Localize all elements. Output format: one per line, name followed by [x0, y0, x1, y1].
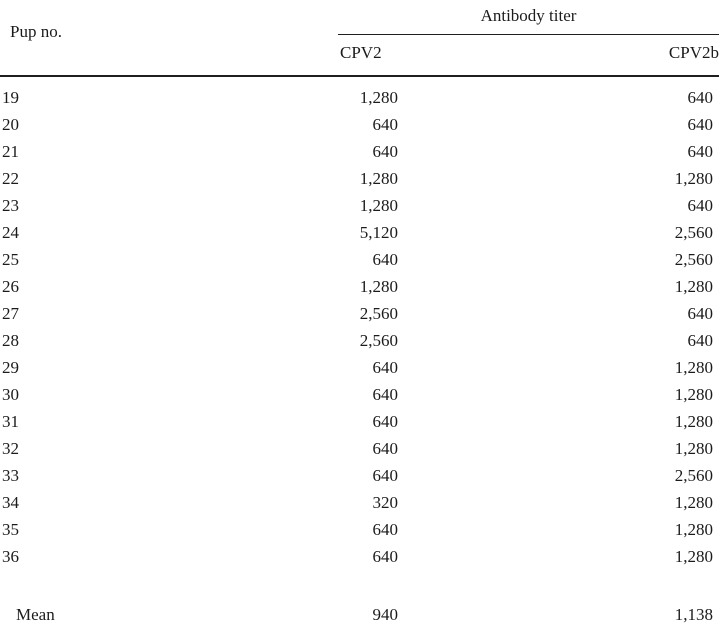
cpv2b-titer-cell: 640	[687, 303, 714, 323]
cpv2b-titer-cell: 2,560	[674, 465, 713, 485]
table-row: 19 1,280 640	[0, 84, 719, 111]
pup-no-cell: 34	[2, 492, 19, 512]
cpv2-titer-cell: 5,120	[359, 222, 398, 242]
pup-no-cell: 23	[2, 195, 19, 215]
pup-no-cell: 31	[2, 411, 19, 431]
cpv2-titer-cell: 1,280	[359, 195, 398, 215]
pup-no-cell: 21	[2, 141, 19, 161]
antibody-titer-group-header: Antibody titer	[338, 0, 719, 35]
table-row: 22 1,280 1,280	[0, 165, 719, 192]
cpv2-titer-cell: 2,560	[359, 303, 398, 323]
table-header: Pup no. Antibody titer CPV2 CPV2b	[0, 0, 719, 77]
pup-no-cell: 35	[2, 519, 19, 539]
cpv2-titer-cell: 640	[372, 411, 399, 431]
cpv2b-titer-cell: 1,280	[674, 411, 713, 431]
pup-no-cell: 29	[2, 357, 19, 377]
cpv2b-mean-cell: 1,138	[674, 604, 713, 624]
cpv2b-titer-cell: 1,280	[674, 384, 713, 404]
cpv2-titer-cell: 640	[372, 465, 399, 485]
cpv2-titer-cell: 640	[372, 141, 399, 161]
cpv2b-titer-cell: 1,280	[674, 546, 713, 566]
cpv2-column-header: CPV2	[340, 43, 382, 62]
pup-no-cell: 24	[2, 222, 19, 242]
cpv2-titer-cell: 1,280	[359, 168, 398, 188]
table-row: 24 5,120 2,560	[0, 219, 719, 246]
cpv2b-titer-cell: 1,280	[674, 276, 713, 296]
table-row: 28 2,560 640	[0, 327, 719, 354]
cpv2-titer-cell: 2,560	[359, 330, 398, 350]
table-body: 19 1,280 640 20 640 640 21 640 640 22 1,…	[0, 77, 719, 628]
pup-no-column-header: Pup no.	[10, 22, 62, 41]
pup-no-cell: 19	[2, 87, 19, 107]
pup-no-cell: 30	[2, 384, 19, 404]
cpv2b-titer-cell: 640	[687, 330, 714, 350]
cpv2-titer-cell: 320	[372, 492, 399, 512]
cpv2b-titer-cell: 2,560	[674, 249, 713, 269]
cpv2b-titer-cell: 1,280	[674, 438, 713, 458]
cpv2b-titer-cell: 1,280	[674, 357, 713, 377]
pup-no-cell: 25	[2, 249, 19, 269]
table-row: 25 640 2,560	[0, 246, 719, 273]
cpv2b-titer-cell: 1,280	[674, 492, 713, 512]
pup-no-cell: 36	[2, 546, 19, 566]
table-row: 23 1,280 640	[0, 192, 719, 219]
mean-label: Mean	[16, 604, 55, 624]
cpv2-titer-cell: 640	[372, 519, 399, 539]
sub-header-row: CPV2 CPV2b	[338, 43, 719, 63]
cpv2b-column-header: CPV2b	[668, 43, 719, 62]
cpv2-titer-cell: 640	[372, 384, 399, 404]
cpv2-titer-cell: 640	[372, 438, 399, 458]
pup-no-cell: 20	[2, 114, 19, 134]
pup-no-cell: 32	[2, 438, 19, 458]
table-row: 29 640 1,280	[0, 354, 719, 381]
cpv2b-titer-cell: 1,280	[674, 168, 713, 188]
cpv2b-titer-cell: 640	[687, 141, 714, 161]
cpv2b-titer-cell: 640	[687, 114, 714, 134]
pup-no-cell: 26	[2, 276, 19, 296]
pup-no-cell: 33	[2, 465, 19, 485]
pup-no-cell: 28	[2, 330, 19, 350]
cpv2-titer-cell: 1,280	[359, 276, 398, 296]
table-row: 34 320 1,280	[0, 489, 719, 516]
table-row: 20 640 640	[0, 111, 719, 138]
cpv2b-titer-cell: 640	[687, 195, 714, 215]
cpv2-titer-cell: 1,280	[359, 87, 398, 107]
table-row: 33 640 2,560	[0, 462, 719, 489]
cpv2-mean-cell: 940	[372, 604, 399, 624]
cpv2-titer-cell: 640	[372, 249, 399, 269]
mean-row: Mean 940 1,138	[0, 601, 719, 628]
cpv2-titer-cell: 640	[372, 114, 399, 134]
table-row: 32 640 1,280	[0, 435, 719, 462]
cpv2b-titer-cell: 640	[687, 87, 714, 107]
table-row: 36 640 1,280	[0, 543, 719, 570]
table-row: 27 2,560 640	[0, 300, 719, 327]
cpv2-titer-cell: 640	[372, 546, 399, 566]
cpv2b-titer-cell: 1,280	[674, 519, 713, 539]
pup-no-cell: 22	[2, 168, 19, 188]
table-row: 31 640 1,280	[0, 408, 719, 435]
table-row: 21 640 640	[0, 138, 719, 165]
cpv2b-titer-cell: 2,560	[674, 222, 713, 242]
table-row: 35 640 1,280	[0, 516, 719, 543]
cpv2-titer-cell: 640	[372, 357, 399, 377]
pup-no-cell: 27	[2, 303, 19, 323]
antibody-titer-group: Antibody titer CPV2 CPV2b	[338, 0, 719, 63]
table-row: 30 640 1,280	[0, 381, 719, 408]
table-row: 26 1,280 1,280	[0, 273, 719, 300]
